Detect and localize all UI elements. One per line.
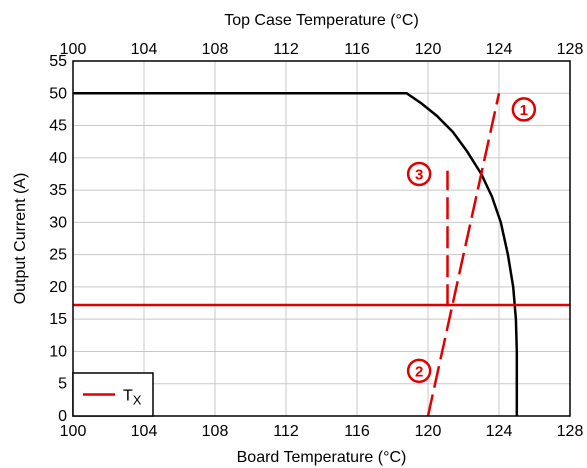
plot-frame <box>72 60 571 417</box>
x-tick-label-top: 120 <box>415 41 442 58</box>
y-tick-label: 5 <box>58 376 67 393</box>
x-tick-label-top: 100 <box>60 41 87 58</box>
y-tick-label: 30 <box>49 214 67 231</box>
callouts: 1 2 3 <box>406 97 537 384</box>
y-tick-label: 50 <box>49 85 67 102</box>
y-tick-label: 45 <box>49 118 67 135</box>
callout-circle <box>511 97 537 122</box>
x-tick-label-top: 112 <box>273 41 299 58</box>
x-tick-label-top: 108 <box>202 41 229 58</box>
x-axis-top-title: Top Case Temperature (°C) <box>224 12 419 29</box>
legend: TX <box>72 372 154 417</box>
x-tick-label-top: 124 <box>486 41 513 58</box>
callout-3: 3 <box>406 161 432 187</box>
x-tick-label-bottom: 120 <box>415 423 442 440</box>
y-tick-label: 0 <box>58 408 67 425</box>
y-tick-label: 10 <box>49 343 67 360</box>
y-tick-label: 20 <box>49 279 67 296</box>
series-line-2 <box>426 93 501 417</box>
x-tick-label-bottom: 112 <box>273 423 299 440</box>
x-tick-label-bottom: 128 <box>557 423 584 440</box>
callout-2: 2 <box>406 358 432 384</box>
x-tick-label-bottom: 100 <box>60 423 87 440</box>
x-tick-label-bottom: 108 <box>202 423 229 440</box>
grid <box>72 60 571 417</box>
legend-label: TX <box>123 388 142 408</box>
x-axis-top-ticks: 100 104 108 112 116 120 124 128 <box>60 41 584 58</box>
y-tick-label: 35 <box>49 182 67 199</box>
series-line-1 <box>73 92 519 416</box>
callout-label: 3 <box>415 166 423 183</box>
x-tick-label-bottom: 124 <box>486 423 513 440</box>
y-tick-label: 15 <box>49 311 67 328</box>
callout-1: 1 <box>511 97 537 122</box>
series-group <box>73 92 570 417</box>
y-tick-label: 40 <box>49 150 67 167</box>
x-tick-label-bottom: 116 <box>344 423 370 440</box>
callout-circle <box>406 161 432 187</box>
callout-label: 2 <box>415 363 423 380</box>
x-axis-bottom-ticks: 100 104 108 112 116 120 124 128 <box>60 423 584 440</box>
x-axis-bottom-title: Board Temperature (°C) <box>237 449 407 466</box>
y-tick-label: 25 <box>49 247 67 264</box>
callout-circle <box>406 358 432 384</box>
x-tick-label-top: 104 <box>131 41 158 58</box>
callout-label: 1 <box>520 102 528 119</box>
x-tick-label-bottom: 104 <box>131 423 158 440</box>
y-axis-ticks: 0 5 10 15 20 25 30 35 40 45 50 55 <box>49 53 67 425</box>
x-tick-label-top: 128 <box>557 41 584 58</box>
x-tick-label-top: 116 <box>344 41 370 58</box>
y-tick-label: 55 <box>49 53 67 70</box>
y-axis-title: Output Current (A) <box>12 173 29 305</box>
